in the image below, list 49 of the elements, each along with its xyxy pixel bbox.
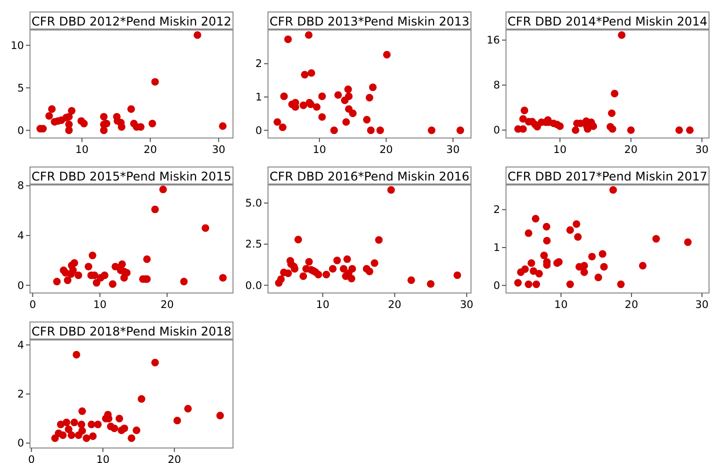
x-tick-label: 20 (168, 454, 182, 463)
chart-title: CFR DBD 2015*Pend Miskin 2015 (32, 170, 232, 184)
y-tick-label: 8 (17, 180, 24, 192)
y-tick-label: 4 (17, 230, 24, 242)
x-tick-label: 30 (460, 299, 474, 311)
x-tick-label: 20 (380, 144, 393, 156)
x-tick-label: 10 (93, 299, 107, 311)
x-tick-label: 10 (312, 144, 326, 156)
chart-title: CFR DBD 2017*Pend Miskin 2017 (508, 170, 708, 184)
x-tick-label: 30 (212, 144, 226, 156)
y-tick-label: 2 (17, 388, 24, 400)
y-tick-label: 10 (10, 40, 24, 52)
x-tick-label: 30 (695, 299, 709, 311)
x-tick-label: 10 (75, 144, 89, 156)
y-tick-label: 2 (255, 58, 262, 70)
x-tick-label: 30 (446, 144, 460, 156)
x-tick-label: 20 (624, 144, 638, 156)
y-tick-label: 0.0 (245, 280, 262, 292)
y-tick-label: 0 (493, 280, 500, 292)
x-tick-label: 10 (96, 454, 110, 463)
y-tick-label: 1 (255, 92, 262, 104)
x-tick-label: 0 (29, 299, 36, 311)
chart-title: CFR DBD 2012*Pend Miskin 2012 (32, 14, 232, 28)
chart-title: CFR DBD 2013*Pend Miskin 2013 (270, 14, 470, 28)
y-tick-label: 0 (17, 280, 24, 292)
y-tick-label: 0 (17, 124, 24, 137)
y-tick-label: 0 (255, 124, 262, 137)
chart-title: CFR DBD 2018*Pend Miskin 2018 (32, 324, 232, 338)
x-tick-label: 10 (316, 299, 330, 311)
y-tick-label: 4 (17, 339, 24, 352)
y-tick-label: 8 (493, 80, 500, 92)
x-tick-label: 30 (695, 144, 709, 156)
chart-title: CFR DBD 2016*Pend Miskin 2016 (270, 170, 470, 184)
x-tick-label: 20 (624, 299, 638, 311)
x-tick-label: 0 (28, 454, 35, 463)
x-tick-label: 20 (388, 299, 402, 311)
y-tick-label: 5 (17, 82, 24, 94)
chart-title: CFR DBD 2014*Pend Miskin 2014 (508, 14, 708, 28)
x-tick-label: 10 (554, 299, 568, 311)
y-tick-label: 2.5 (245, 238, 262, 251)
y-tick-label: 1 (493, 242, 500, 254)
y-tick-label: 0 (17, 438, 24, 450)
y-tick-label: 16 (486, 34, 500, 47)
x-tick-label: 20 (160, 299, 174, 311)
y-tick-label: 2 (493, 204, 500, 216)
y-tick-label: 0 (493, 124, 500, 137)
y-tick-label: 5.0 (245, 198, 262, 210)
x-tick-label: 20 (144, 144, 157, 156)
x-tick-label: 10 (553, 144, 567, 156)
